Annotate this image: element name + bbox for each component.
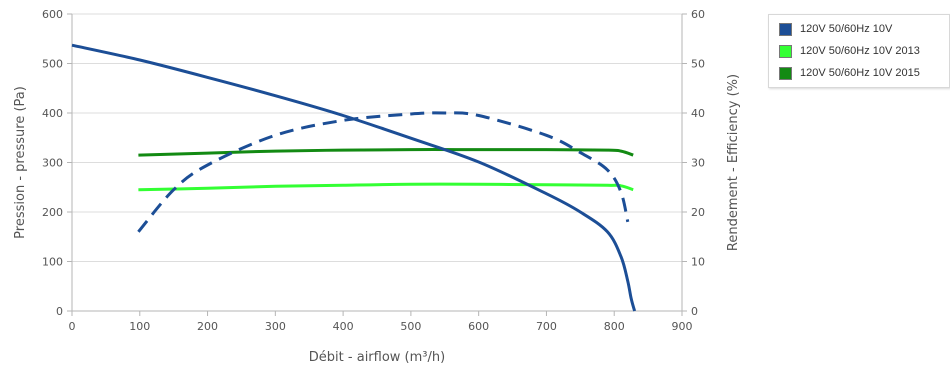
legend-label: 120V 50/60Hz 10V xyxy=(800,23,893,35)
x-tick-label: 0 xyxy=(69,320,76,333)
legend-swatch-icon xyxy=(779,44,792,58)
legend-swatch-icon xyxy=(779,22,792,36)
efficiency-series-line xyxy=(137,111,630,233)
y2-tick-label: 50 xyxy=(691,58,705,71)
x-tick-label: 100 xyxy=(129,320,150,333)
y2-tick-label: 40 xyxy=(691,107,705,120)
y-tick-label: 400 xyxy=(42,107,63,120)
legend-item[interactable]: 120V 50/60Hz 10V xyxy=(769,18,949,40)
legend-swatch-icon xyxy=(779,66,792,80)
y-tick-label: 0 xyxy=(56,305,63,318)
y2-axis-title: Rendement - Efficiency (%) xyxy=(726,74,741,251)
chart-legend: 120V 50/60Hz 10V 120V 50/60Hz 10V 2013 1… xyxy=(768,14,950,88)
x-tick-label: 300 xyxy=(265,320,286,333)
x-tick-label: 200 xyxy=(197,320,218,333)
legend-label: 120V 50/60Hz 10V 2013 xyxy=(800,45,920,57)
series-line xyxy=(138,148,634,157)
y-tick-label: 100 xyxy=(42,256,63,269)
y-axis-title: Pression - pressure (Pa) xyxy=(13,86,28,239)
x-tick-label: 500 xyxy=(400,320,421,333)
y-tick-label: 500 xyxy=(42,58,63,71)
y-tick-label: 600 xyxy=(42,8,63,21)
legend-label: 120V 50/60Hz 10V 2015 xyxy=(800,67,920,79)
y-tick-label: 200 xyxy=(42,206,63,219)
pressure-series-line xyxy=(71,43,637,312)
x-tick-label: 400 xyxy=(333,320,354,333)
y2-tick-label: 60 xyxy=(691,8,705,21)
x-tick-label: 800 xyxy=(604,320,625,333)
y2-tick-label: 0 xyxy=(691,305,698,318)
legend-item[interactable]: 120V 50/60Hz 10V 2013 xyxy=(769,40,949,62)
x-tick-label: 700 xyxy=(536,320,557,333)
legend-item[interactable]: 120V 50/60Hz 10V 2015 xyxy=(769,62,949,84)
x-axis-title: Débit - airflow (m³/h) xyxy=(309,350,445,365)
y2-tick-label: 10 xyxy=(691,256,705,269)
x-tick-label: 900 xyxy=(672,320,693,333)
y2-tick-label: 30 xyxy=(691,157,705,170)
y-tick-label: 300 xyxy=(42,157,63,170)
x-tick-label: 600 xyxy=(468,320,489,333)
y2-tick-label: 20 xyxy=(691,206,705,219)
series-line xyxy=(138,182,634,192)
